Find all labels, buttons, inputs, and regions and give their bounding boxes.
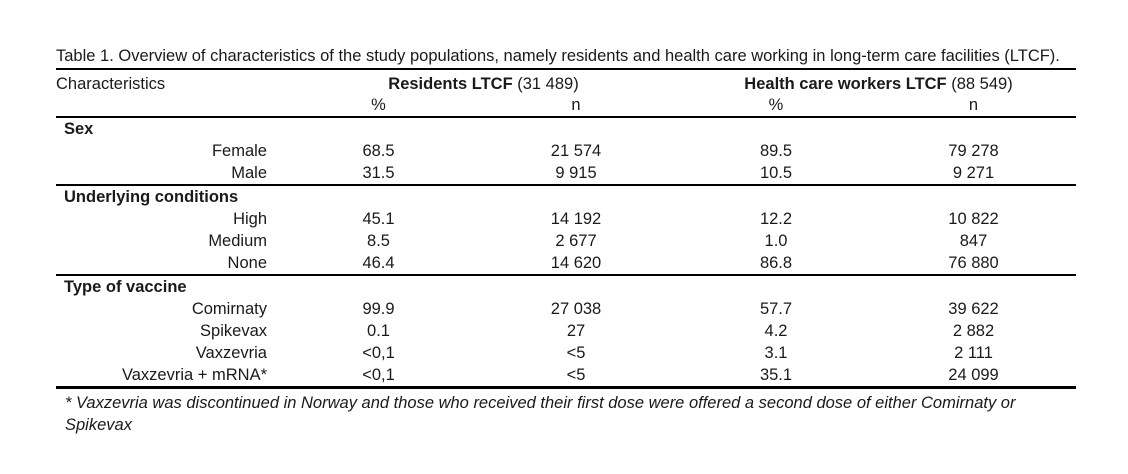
table-row: Vaxzevria + mRNA* <0,1 <5 35.1 24 099 (56, 364, 1076, 388)
table-body: Sex Female 68.5 21 574 89.5 79 278 Male 31.5 9 9… (56, 116, 1076, 388)
cell-value: 31.5 (362, 163, 395, 182)
table-footnote: * Vaxzevria was discontinued in Norway a… (65, 394, 1016, 434)
cell-value: 3.1 (764, 343, 788, 362)
subheader-hcw-pct: % (768, 95, 784, 114)
section-header-row: Underlying conditions (56, 184, 1076, 208)
group-count-hcw: (88 549) (951, 75, 1013, 93)
cell-value: 21 574 (550, 141, 602, 160)
cell-value: 86.8 (759, 253, 793, 272)
characteristics-table: Characteristics Residents LTCF (31 489) … (56, 68, 1076, 389)
subheader-residents-n: n (571, 95, 581, 114)
cell-value: 2 677 (555, 231, 597, 250)
cell-value: <0,1 (362, 365, 395, 384)
group-header-residents: Residents LTCF (31 489) (286, 69, 681, 94)
subheader-empty (56, 94, 286, 117)
subheader-residents-pct: % (371, 95, 386, 114)
cell-value: 0.1 (367, 321, 390, 340)
cell-value: 10 822 (948, 209, 999, 228)
cell-value: 68.5 (362, 141, 395, 160)
cell-value: 99.9 (362, 299, 395, 318)
row-label: High (233, 209, 267, 228)
group-count-residents: (31 489) (517, 75, 579, 93)
cell-value: 46.4 (362, 253, 395, 272)
section-header-row: Sex (56, 116, 1076, 140)
row-label: Vaxzevria + mRNA* (121, 365, 267, 384)
row-label: Spikevax (200, 321, 267, 340)
cell-value: 9 271 (952, 163, 995, 182)
table-header: Characteristics Residents LTCF (31 489) … (56, 69, 1076, 117)
subheader-hcw-n: n (968, 95, 979, 114)
group-header-hcw: Health care workers LTCF (88 549) (681, 69, 1076, 94)
table-caption: Table 1. Overview of characteristics of … (56, 47, 1060, 65)
table-row: Comirnaty 99.9 27 038 57.7 39 622 (56, 298, 1076, 320)
group-label-residents: Residents LTCF (388, 75, 513, 93)
section-header-row: Type of vaccine (56, 274, 1076, 298)
section-header: Sex (56, 116, 1076, 140)
cell-value: 76 880 (948, 253, 999, 272)
cell-value: 2 882 (952, 321, 995, 340)
document-page: Table 1. Overview of characteristics of … (56, 47, 1076, 434)
cell-value: 847 (959, 231, 988, 250)
table-row: High 45.1 14 192 12.2 10 822 (56, 208, 1076, 230)
row-label: Comirnaty (191, 299, 267, 318)
column-header-characteristics: Characteristics (56, 75, 166, 93)
cell-value: <5 (566, 365, 586, 384)
cell-value: <5 (566, 343, 586, 362)
cell-value: <0,1 (362, 343, 395, 362)
section-header: Type of vaccine (56, 274, 1076, 298)
cell-value: 10.5 (759, 163, 793, 182)
table-row: Vaxzevria <0,1 <5 3.1 2 111 (56, 342, 1076, 364)
cell-value: 1.0 (764, 231, 788, 250)
cell-value: 79 278 (948, 141, 999, 160)
group-label-hcw: Health care workers LTCF (744, 75, 947, 93)
cell-value: 9 915 (555, 163, 597, 182)
cell-value: 27 038 (550, 299, 602, 318)
table-row: Spikevax 0.1 27 4.2 2 882 (56, 320, 1076, 342)
subheader-row: % n % n (56, 94, 1076, 117)
group-header-row: Characteristics Residents LTCF (31 489) … (56, 69, 1076, 94)
row-label: None (227, 253, 267, 272)
cell-value: 8.5 (367, 231, 390, 250)
table-row: None 46.4 14 620 86.8 76 880 (56, 252, 1076, 275)
cell-value: 39 622 (948, 299, 999, 318)
row-label: Vaxzevria (195, 343, 267, 362)
cell-value: 89.5 (759, 141, 793, 160)
cell-value: 57.7 (759, 299, 793, 318)
cell-value: 14 620 (550, 253, 602, 272)
cell-value: 45.1 (362, 209, 395, 228)
cell-value: 35.1 (759, 365, 793, 384)
cell-value: 4.2 (764, 321, 788, 340)
cell-value: 27 (566, 321, 586, 340)
cell-value: 2 111 (954, 343, 993, 362)
table-row: Male 31.5 9 915 10.5 9 271 (56, 162, 1076, 185)
row-label: Female (211, 141, 267, 160)
row-label: Medium (208, 231, 267, 250)
table-row: Female 68.5 21 574 89.5 79 278 (56, 140, 1076, 162)
section-header: Underlying conditions (56, 184, 1076, 208)
row-label: Male (231, 163, 267, 182)
cell-value: 14 192 (550, 209, 602, 228)
cell-value: 12.2 (759, 209, 793, 228)
cell-value: 24 099 (948, 365, 999, 384)
table-row: Medium 8.5 2 677 1.0 847 (56, 230, 1076, 252)
